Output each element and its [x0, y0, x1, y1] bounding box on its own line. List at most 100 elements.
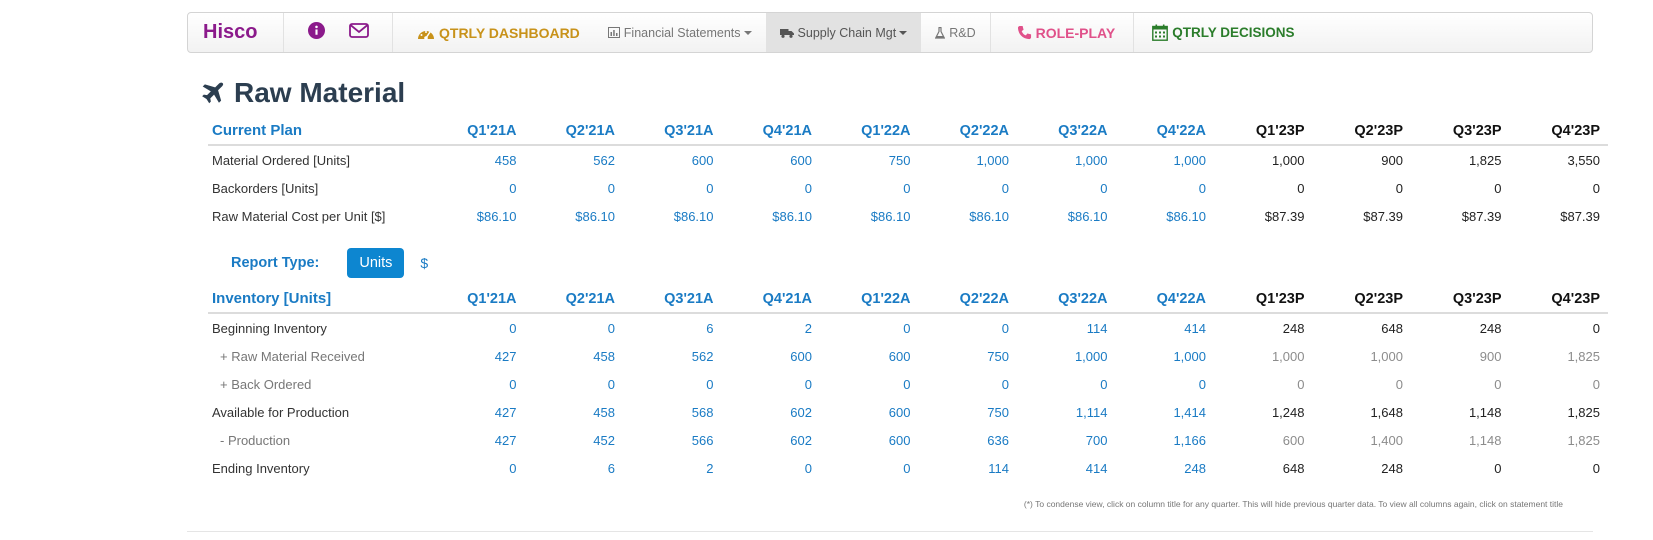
brand-logo[interactable]: Hisco — [188, 13, 284, 52]
row-label: Beginning Inventory — [212, 320, 327, 336]
table-cell: 248 — [1282, 320, 1305, 336]
table-cell: 0 — [1001, 180, 1009, 196]
table-cell: 600 — [790, 152, 812, 168]
table-row: Raw Material Cost per Unit [$] $86.10 $86.… — [208, 202, 1608, 230]
info-circle-icon[interactable] — [307, 21, 325, 44]
quarter-column-header[interactable]: Q1'23P — [1214, 111, 1313, 146]
quarter-column-header[interactable]: Q4'21A — [721, 111, 820, 146]
table-cell: 2 — [706, 460, 714, 476]
quarter-column-header[interactable]: Q4'21A — [721, 279, 820, 314]
table-cell: 0 — [1100, 376, 1108, 392]
table-cell: 0 — [1395, 180, 1403, 196]
table-cell: 458 — [593, 348, 615, 364]
table-cell: 452 — [593, 432, 615, 448]
table-cell: 900 — [1479, 348, 1502, 364]
table-cell: 0 — [1100, 180, 1108, 196]
table-cell: 0 — [1494, 180, 1502, 196]
quarter-column-header[interactable]: Q2'22A — [918, 111, 1017, 146]
table-cell: 0 — [804, 460, 812, 476]
table-cell: 636 — [987, 432, 1009, 448]
quarter-column-header[interactable]: Q1'22A — [820, 111, 919, 146]
quarter-column-header[interactable]: Q1'21A — [426, 111, 525, 146]
quarter-column-header[interactable]: Q2'21A — [524, 111, 623, 146]
statement-title[interactable]: Current Plan — [208, 111, 426, 146]
nav-financial-statements[interactable]: Financial Statements — [594, 13, 766, 52]
table-cell: 0 — [903, 460, 911, 476]
quarter-column-header[interactable]: Q2'22A — [918, 279, 1017, 314]
table-cell: 0 — [607, 180, 615, 196]
quarter-column-header[interactable]: Q3'22A — [1017, 279, 1116, 314]
nav-rd[interactable]: R&D — [921, 13, 991, 52]
row-label: - Production — [220, 432, 291, 448]
quarter-column-header[interactable]: Q3'22A — [1017, 111, 1116, 146]
calendar-icon — [1152, 24, 1169, 41]
table-cell: 1,000 — [1271, 152, 1305, 168]
table-cell: 427 — [494, 404, 517, 420]
quarter-column-header[interactable]: Q3'23P — [1411, 279, 1510, 314]
page-title-text: Raw Material — [234, 77, 406, 108]
nav-qtrly-dashboard[interactable]: QTRLY DASHBOARD — [393, 13, 594, 52]
quarter-column-header[interactable]: Q4'22A — [1115, 111, 1214, 146]
quarter-column-header[interactable]: Q3'23P — [1411, 111, 1510, 146]
quarter-column-header[interactable]: Q1'22A — [820, 279, 919, 314]
quarter-column-header[interactable]: Q1'21A — [426, 279, 525, 314]
table-cell: 1,000 — [1173, 152, 1206, 168]
nav-role-play[interactable]: ROLE-PLAY — [991, 13, 1135, 52]
nav-role-play-label: ROLE-PLAY — [1035, 24, 1116, 41]
row-label: + Raw Material Received — [220, 348, 365, 364]
table-cell: 1,400 — [1370, 432, 1403, 448]
truck-icon — [779, 28, 794, 38]
table-cell: 0 — [903, 180, 911, 196]
table-cell: $86.10 — [1166, 208, 1206, 224]
table-cell: 600 — [888, 404, 911, 420]
table-cell: 1,000 — [1173, 348, 1206, 364]
quarter-column-header[interactable]: Q4'23P — [1509, 111, 1608, 146]
table-cell: 1,000 — [976, 152, 1009, 168]
table-cell: 600 — [1282, 432, 1305, 448]
table-row: - Production 427 452 566 602 600 636 700 1,166 60… — [208, 426, 1608, 454]
report-type-label: Report Type: — [231, 255, 320, 271]
units-button[interactable]: Units — [347, 248, 405, 278]
dollar-button[interactable]: $ — [420, 255, 429, 271]
table-cell: 602 — [790, 404, 812, 420]
quarter-column-header[interactable]: Q4'22A — [1115, 279, 1214, 314]
table-cell: 648 — [1381, 320, 1403, 336]
quarter-column-header[interactable]: Q2'23P — [1312, 111, 1411, 146]
quarter-column-header[interactable]: Q2'23P — [1312, 279, 1411, 314]
quarter-column-header[interactable]: Q2'21A — [524, 279, 623, 314]
table-cell: 600 — [790, 348, 812, 364]
table-cell: 0 — [1198, 180, 1206, 196]
chevron-down-icon — [743, 30, 752, 35]
table-cell: 0 — [1395, 376, 1403, 392]
table-cell: 0 — [509, 320, 517, 336]
table-cell: 1,825 — [1567, 348, 1600, 364]
table-cell: $87.39 — [1461, 208, 1502, 224]
table-cell: 1,000 — [1074, 348, 1108, 364]
table-cell: 6 — [607, 460, 615, 476]
table-cell: 0 — [607, 320, 615, 336]
table-cell: 0 — [1494, 376, 1502, 392]
quarter-column-header[interactable]: Q4'23P — [1509, 279, 1608, 314]
dashboard-gauge-icon — [418, 30, 434, 40]
top-navbar: Hisco QTRLY DASHBOARD Financial Statemen… — [187, 12, 1593, 53]
divider — [187, 531, 1593, 532]
table-cell: 602 — [790, 432, 812, 448]
nav-qtrly-decisions[interactable]: QTRLY DECISIONS — [1134, 13, 1308, 52]
flask-icon — [935, 26, 946, 39]
envelope-icon[interactable] — [348, 22, 369, 43]
table-cell: 0 — [706, 180, 714, 196]
table-cell: 414 — [1184, 320, 1206, 336]
table-cell: 1,000 — [1074, 152, 1108, 168]
nav-supply-chain-mgt[interactable]: Supply Chain Mgt — [765, 13, 922, 52]
table-cell: 6 — [706, 320, 714, 336]
statement-title[interactable]: Inventory [Units] — [208, 279, 426, 314]
table-cell: 700 — [1085, 432, 1108, 448]
table-cell: 2 — [804, 320, 812, 336]
table-cell: 900 — [1381, 152, 1403, 168]
table-cell: 566 — [691, 432, 714, 448]
chevron-down-icon — [899, 30, 908, 35]
quarter-column-header[interactable]: Q3'21A — [623, 111, 722, 146]
quarter-column-header[interactable]: Q3'21A — [623, 279, 722, 314]
table-cell: 600 — [888, 432, 911, 448]
quarter-column-header[interactable]: Q1'23P — [1214, 279, 1313, 314]
